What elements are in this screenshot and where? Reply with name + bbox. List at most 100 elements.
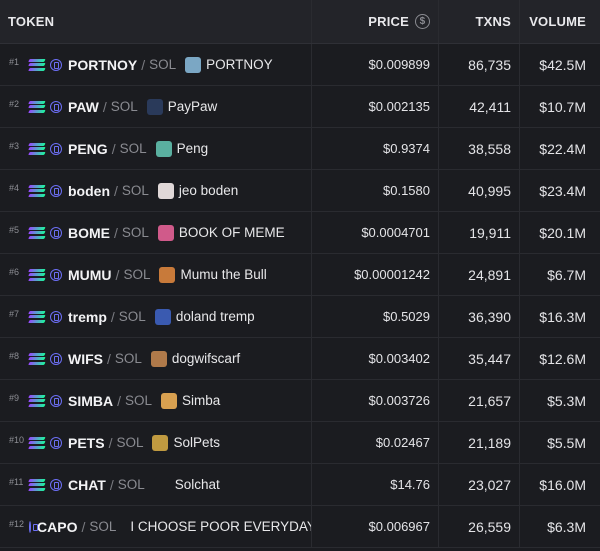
rank-label: #2 xyxy=(9,98,20,109)
token-avatar-icon xyxy=(155,140,172,157)
raydium-icon xyxy=(50,268,62,281)
table-row[interactable]: #5 BOME / SOL BOOK OF MEME $0.0004701 19… xyxy=(0,212,600,254)
volume-cell: $16.3M xyxy=(520,296,600,337)
token-symbol: PORTNOY xyxy=(68,56,138,73)
token-name: Solchat xyxy=(174,477,220,492)
txns-value: 19,911 xyxy=(469,224,511,241)
chain-label: SOL xyxy=(125,393,153,408)
column-header-txns[interactable]: TXNS xyxy=(439,0,520,43)
separator: / xyxy=(109,476,114,493)
txns-cell: 86,735 xyxy=(439,44,520,85)
token-name: Peng xyxy=(176,141,209,156)
volume-value: $12.6M xyxy=(539,350,586,367)
chain-label: SOL xyxy=(116,435,144,450)
table-row[interactable]: #3 PENG / SOL Peng $0.9374 38,558 $22.4M xyxy=(0,128,600,170)
token-symbol: PAW xyxy=(68,98,99,115)
volume-cell: $10.7M xyxy=(520,86,600,127)
token-name: SolPets xyxy=(173,435,221,450)
separator: / xyxy=(107,350,111,367)
txns-cell: 19,911 xyxy=(439,212,520,253)
token-name: Simba xyxy=(182,393,221,408)
table-row[interactable]: #2 PAW / SOL PayPaw $0.002135 42,411 $10… xyxy=(0,86,600,128)
separator: / xyxy=(117,392,122,409)
separator: / xyxy=(114,182,118,199)
raydium-icon xyxy=(50,394,62,407)
token-symbol: tremp xyxy=(68,308,107,325)
txns-value: 24,891 xyxy=(468,266,511,283)
table-row[interactable]: #8 WIFS / SOL dogwifscarf $0.003402 35,4… xyxy=(0,338,600,380)
solana-icon xyxy=(28,478,46,491)
table-row[interactable]: #9 SIMBA / SOL Simba $0.003726 21,657 $5… xyxy=(0,380,600,422)
txns-cell: 24,891 xyxy=(439,254,520,295)
price-cell: $0.006967 xyxy=(311,506,439,547)
raydium-icon xyxy=(50,226,62,239)
token-name: PayPaw xyxy=(167,99,218,114)
price-cell: $0.0004701 xyxy=(311,212,439,253)
txns-cell: 23,027 xyxy=(439,464,520,505)
volume-value: $16.0M xyxy=(539,476,586,493)
rank-label: #1 xyxy=(9,56,20,67)
table-row[interactable]: #10 PETS / SOL SolPets $0.02467 21,189 $… xyxy=(0,422,600,464)
price-value: $0.006967 xyxy=(368,519,430,534)
volume-value: $42.5M xyxy=(539,56,586,73)
chain-label: SOL xyxy=(121,225,149,240)
dollar-toggle-icon[interactable]: $ xyxy=(415,14,430,29)
column-header-price[interactable]: PRICE $ xyxy=(311,0,439,43)
table-row[interactable]: #6 MUMU / SOL Mumu the Bull $0.00001242 … xyxy=(0,254,600,296)
txns-value: 40,995 xyxy=(468,182,511,199)
chain-label: SOL xyxy=(89,519,117,534)
chain-label: SOL xyxy=(110,99,138,114)
volume-cell: $5.5M xyxy=(520,422,600,463)
rank-label: #11 xyxy=(9,476,24,487)
raydium-icon xyxy=(29,520,39,533)
table-row[interactable]: #12 CAPO / SOL I CHOOSE POOR EVERYDAY $0… xyxy=(0,506,600,548)
volume-value: $20.1M xyxy=(539,224,586,241)
token-symbol: CHAT xyxy=(68,476,106,493)
price-value: $0.002135 xyxy=(368,99,430,114)
solana-icon xyxy=(28,310,46,323)
volume-cell: $16.0M xyxy=(520,464,600,505)
column-header-volume-label: VOLUME xyxy=(529,14,586,29)
txns-cell: 36,390 xyxy=(439,296,520,337)
token-symbol: MUMU xyxy=(68,266,112,283)
token-cell: #11 CHAT / SOL Solchat xyxy=(0,464,311,505)
rank-label: #9 xyxy=(9,392,20,403)
solana-icon xyxy=(28,184,46,197)
token-name: jeo boden xyxy=(178,183,239,198)
table-row[interactable]: #1 PORTNOY / SOL PORTNOY $0.009899 86,73… xyxy=(0,44,600,86)
volume-value: $5.5M xyxy=(547,434,586,451)
txns-value: 26,559 xyxy=(468,518,511,535)
price-value: $0.009899 xyxy=(368,57,430,72)
volume-cell: $6.7M xyxy=(520,254,600,295)
column-header-volume[interactable]: VOLUME xyxy=(520,0,600,43)
token-symbol: SIMBA xyxy=(68,392,114,409)
table-row[interactable]: #7 tremp / SOL doland tremp $0.5029 36,3… xyxy=(0,296,600,338)
token-avatar-icon xyxy=(152,434,169,451)
volume-cell: $22.4M xyxy=(520,128,600,169)
chain-label: SOL xyxy=(114,351,142,366)
separator: / xyxy=(111,140,116,157)
separator: / xyxy=(110,308,115,325)
price-cell: $0.00001242 xyxy=(311,254,439,295)
raydium-icon xyxy=(50,184,62,197)
column-header-token-label: TOKEN xyxy=(8,14,55,29)
price-cell: $0.002135 xyxy=(311,86,439,127)
price-value: $0.00001242 xyxy=(354,267,430,282)
price-cell: $0.1580 xyxy=(311,170,439,211)
token-name: doland tremp xyxy=(175,309,255,324)
token-avatar-icon xyxy=(146,98,163,115)
column-header-token[interactable]: TOKEN xyxy=(0,0,311,43)
token-cell: #2 PAW / SOL PayPaw xyxy=(0,86,311,127)
txns-value: 21,657 xyxy=(468,392,511,409)
txns-cell: 40,995 xyxy=(439,170,520,211)
separator: / xyxy=(102,98,107,115)
token-symbol: PENG xyxy=(68,140,108,157)
raydium-icon xyxy=(50,478,62,491)
price-cell: $0.9374 xyxy=(311,128,439,169)
token-avatar-icon xyxy=(185,56,202,73)
table-row[interactable]: #4 boden / SOL jeo boden $0.1580 40,995 … xyxy=(0,170,600,212)
token-cell: #8 WIFS / SOL dogwifscarf xyxy=(0,338,311,379)
token-cell: #12 CAPO / SOL I CHOOSE POOR EVERYDAY xyxy=(0,506,311,547)
table-row[interactable]: #11 CHAT / SOL Solchat $14.76 23,027 $16… xyxy=(0,464,600,506)
